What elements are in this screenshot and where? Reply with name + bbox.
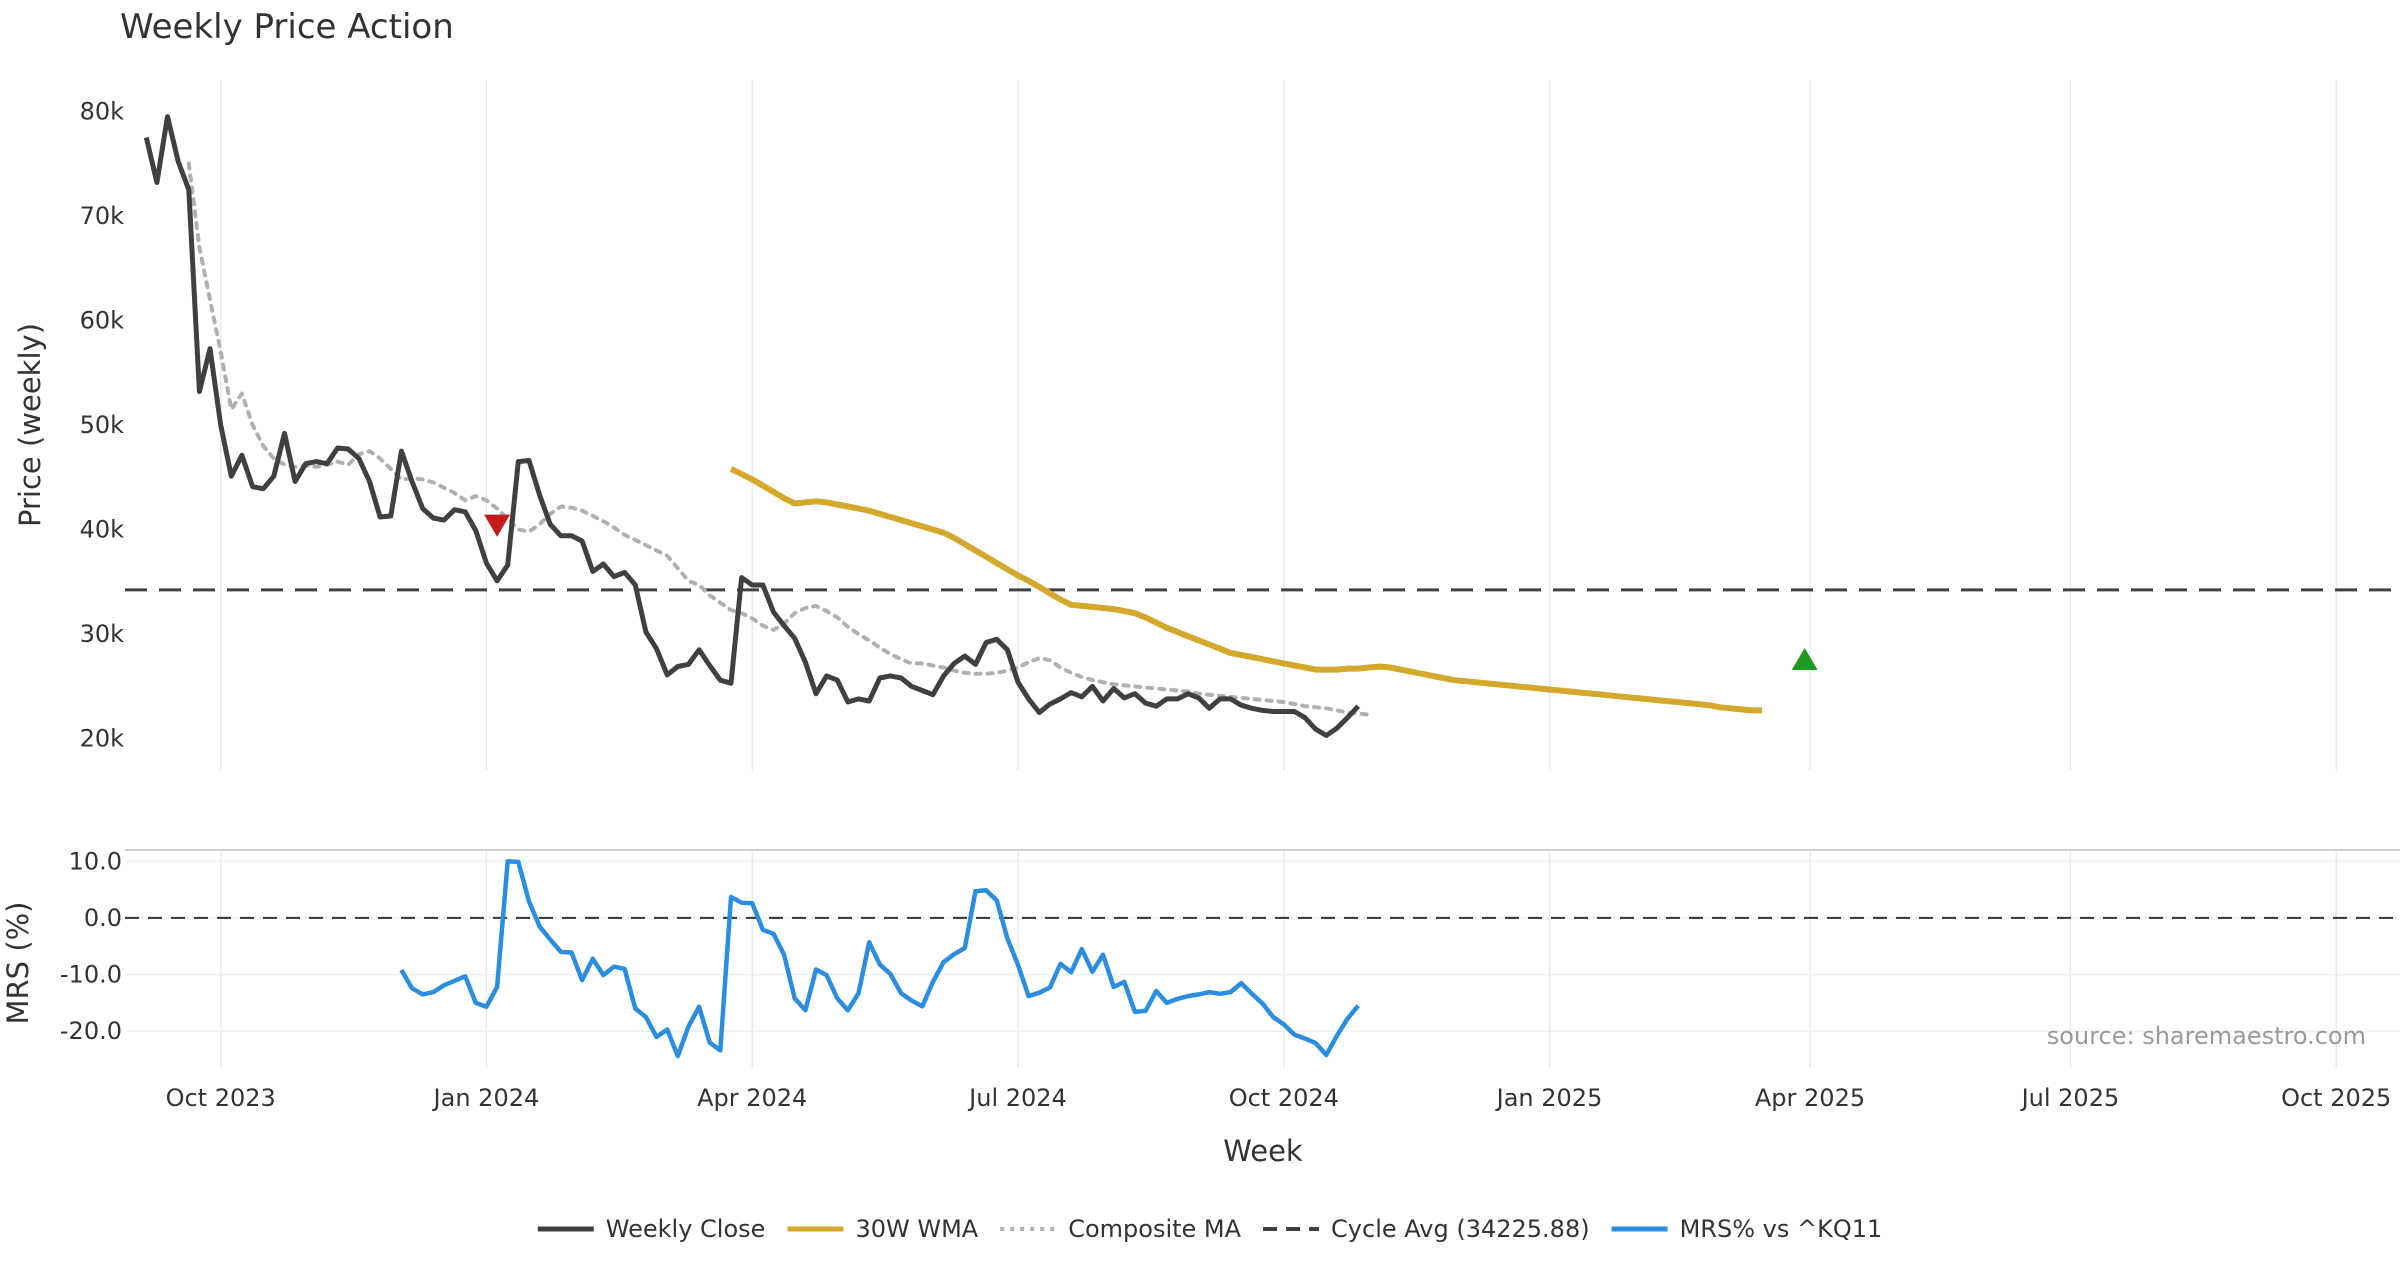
mrs-y-tick-label: 10.0 [69, 847, 122, 875]
mrs-y-ticks: 10.0 0.0 -10.0 -20.0 [60, 847, 122, 1045]
mrs-y-tick-label: -10.0 [60, 961, 122, 989]
source-text: source: sharemaestro.com [2047, 1022, 2366, 1050]
x-tick-label: Oct 2024 [1229, 1084, 1339, 1112]
x-ticks: Oct 2023 Jan 2024 Apr 2024 Jul 2024 Oct 2024… [166, 1084, 2392, 1112]
legend-item: Composite MA [1000, 1215, 1242, 1243]
price-y-tick-label: 50k [80, 411, 125, 439]
price-y-tick-label: 20k [80, 725, 125, 753]
legend-item: 30W WMA [787, 1215, 979, 1243]
price-y-tick-label: 40k [80, 516, 125, 544]
price-y-axis-title: Price (weekly) [13, 323, 47, 527]
legend-label: 30W WMA [855, 1215, 978, 1243]
signal-markers [484, 514, 1818, 670]
legend-item: Cycle Avg (34225.88) [1263, 1215, 1590, 1243]
legend-item: Weekly Close [537, 1215, 766, 1243]
x-axis-title: Week [1223, 1134, 1303, 1168]
price-y-tick-label: 30k [80, 620, 125, 648]
x-tick-label: Jul 2025 [2020, 1084, 2120, 1112]
x-tick-label: Jan 2024 [432, 1084, 540, 1112]
x-tick-label: Jan 2025 [1495, 1084, 1603, 1112]
mrs-y-tick-label: -20.0 [60, 1017, 122, 1045]
legend-label: Weekly Close [606, 1215, 766, 1243]
composite-ma-line [186, 161, 1371, 717]
price-y-tick-label: 70k [80, 202, 125, 230]
buy-signal-marker [1791, 647, 1818, 670]
price-y-tick-label: 60k [80, 307, 125, 335]
sell-signal-marker [484, 514, 511, 537]
legend-label: Cycle Avg (34225.88) [1331, 1215, 1590, 1243]
wma-30w-line [729, 466, 1763, 714]
x-tick-label: Oct 2025 [2281, 1084, 2391, 1112]
mrs-line [399, 859, 1360, 1059]
legend: Weekly Close 30W WMA Composite MA Cycle Avg… [537, 1215, 1883, 1243]
legend-label: MRS% vs ^KQ11 [1680, 1215, 1883, 1243]
chart-title: Weekly Price Action [120, 7, 454, 47]
x-tick-label: Apr 2024 [697, 1084, 807, 1112]
mrs-y-tick-label: 0.0 [84, 904, 122, 932]
x-tick-label: Oct 2023 [166, 1084, 276, 1112]
price-y-tick-label: 80k [80, 97, 125, 125]
price-y-ticks: 20k 30k 40k 50k 60k 70k 80k [80, 97, 125, 752]
x-tick-label: Apr 2025 [1755, 1084, 1865, 1112]
legend-label: Composite MA [1068, 1215, 1241, 1243]
price-gridlines [219, 80, 2337, 770]
legend-item: MRS% vs ^KQ11 [1611, 1215, 1883, 1243]
mrs-y-axis-title: MRS (%) [1, 902, 35, 1025]
x-tick-label: Jul 2024 [967, 1084, 1067, 1112]
weekly-close-line [143, 114, 1361, 738]
